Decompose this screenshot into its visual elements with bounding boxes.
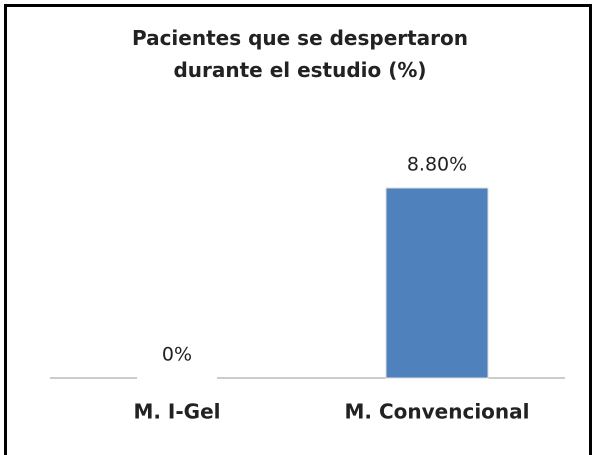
value-label: 0%	[162, 344, 192, 366]
chart-title: Pacientes que se despertaron durante el …	[131, 26, 469, 82]
bar	[385, 187, 489, 379]
x-tick-label: M. I-Gel	[133, 400, 220, 424]
value-label: 8.80%	[407, 154, 467, 176]
label-bg	[137, 374, 217, 382]
x-tick-label: M. Convencional	[345, 400, 530, 424]
chart-frame	[4, 4, 592, 455]
